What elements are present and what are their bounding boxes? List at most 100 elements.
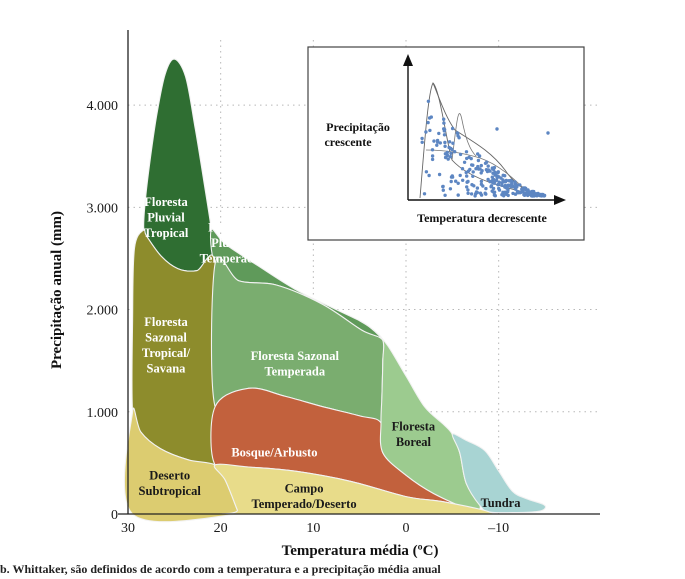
inset-point bbox=[466, 191, 470, 195]
inset-point bbox=[479, 193, 484, 197]
inset-point bbox=[458, 173, 462, 178]
inset-point bbox=[430, 157, 435, 162]
y-tick-label: 0 bbox=[111, 508, 118, 523]
inset-point bbox=[484, 186, 488, 191]
inset-point bbox=[492, 190, 497, 194]
inset-point bbox=[465, 185, 469, 189]
inset-point bbox=[454, 179, 458, 183]
inset-point bbox=[479, 179, 484, 184]
inset-point bbox=[437, 131, 441, 136]
axes bbox=[118, 30, 600, 515]
inset-point bbox=[448, 187, 453, 191]
inset-point bbox=[465, 174, 469, 178]
inset-point bbox=[443, 152, 448, 156]
inset-point bbox=[531, 189, 535, 194]
biome-labels: Floresta Pluvial Tropical Floresta Pluvial Te… bbox=[139, 195, 522, 511]
inset-point bbox=[511, 191, 515, 196]
inset-point bbox=[442, 127, 446, 131]
inset-point bbox=[464, 170, 468, 175]
inset-point bbox=[442, 117, 446, 121]
inset-point bbox=[426, 99, 431, 104]
inset-point bbox=[500, 193, 504, 197]
y-axis-title: Precipitação anual (mm) bbox=[49, 211, 65, 369]
inset-point bbox=[430, 154, 435, 158]
inset-point bbox=[479, 171, 483, 175]
inset-point bbox=[420, 136, 424, 141]
inset-point bbox=[443, 193, 447, 197]
x-tick-label: 0 bbox=[403, 521, 410, 536]
inset-point bbox=[486, 164, 490, 168]
inset-point bbox=[462, 160, 467, 164]
biome-label-bosque-arbusto: Bosque/Arbusto bbox=[231, 446, 317, 460]
inset-point bbox=[422, 192, 427, 196]
axis-ticks: 0 1.000 2.000 3.000 4.000 30 20 10 0 –10 bbox=[87, 99, 510, 536]
inset-point bbox=[456, 131, 460, 136]
inset-point bbox=[503, 180, 508, 184]
inset-point bbox=[496, 182, 501, 186]
inset-point bbox=[448, 155, 453, 159]
inset-point bbox=[518, 190, 522, 195]
inset-point bbox=[513, 180, 517, 184]
inset-point bbox=[424, 130, 428, 134]
inset-point bbox=[534, 193, 539, 197]
inset-point bbox=[438, 141, 442, 145]
inset-point bbox=[511, 185, 515, 189]
inset-point bbox=[484, 168, 489, 172]
y-tick-label: 2.000 bbox=[87, 304, 119, 319]
inset-point bbox=[451, 141, 455, 145]
inset-point bbox=[446, 157, 450, 161]
y-tick-label: 3.000 bbox=[87, 201, 119, 216]
x-tick-label: –10 bbox=[487, 521, 509, 536]
inset-point bbox=[479, 163, 483, 168]
inset-point bbox=[424, 170, 429, 174]
inset-point bbox=[510, 182, 514, 186]
inset-point bbox=[496, 171, 500, 175]
inset-point bbox=[470, 183, 474, 187]
inset-point bbox=[492, 165, 497, 170]
inset-point bbox=[450, 147, 454, 152]
inset-plot: Precipitação crescente Temperatura decre… bbox=[307, 46, 585, 241]
inset-point bbox=[435, 138, 440, 143]
inset-point bbox=[490, 175, 494, 179]
inset-point bbox=[479, 182, 484, 186]
inset-point bbox=[526, 189, 531, 194]
inset-point bbox=[449, 179, 453, 184]
biome-label-campo-temperado-deserto: Campo Temperado/Deserto bbox=[252, 481, 357, 511]
biome-area-campo-temperado-deserto bbox=[213, 463, 498, 515]
inset-point bbox=[491, 180, 495, 185]
inset-point bbox=[460, 167, 465, 171]
inset-point bbox=[486, 177, 490, 182]
inset-ylabel-line2: crescente bbox=[324, 135, 372, 149]
inset-point bbox=[442, 121, 446, 125]
inset-point bbox=[489, 185, 493, 189]
inset-point bbox=[495, 176, 499, 180]
inset-point bbox=[488, 169, 492, 173]
inset-point bbox=[441, 184, 445, 189]
biome-regions bbox=[123, 58, 547, 523]
biome-label-deserto-subtropical: Deserto Subtropical bbox=[139, 469, 202, 499]
inset-point bbox=[483, 161, 488, 165]
inset-point bbox=[497, 188, 502, 192]
inset-point bbox=[471, 163, 475, 167]
inset-point bbox=[478, 167, 482, 171]
x-tick-label: 10 bbox=[306, 521, 320, 536]
inset-point bbox=[450, 174, 454, 178]
inset-point bbox=[493, 170, 497, 174]
inset-point bbox=[426, 120, 430, 125]
biome-label-floresta-pluvial-temperada: Floresta Pluvial Temperada bbox=[200, 221, 261, 266]
inset-point bbox=[523, 187, 527, 192]
inset-point bbox=[432, 139, 436, 143]
biome-label-floresta-sazonal-temperada: Floresta Sazonal Temperada bbox=[251, 349, 340, 379]
inset-point bbox=[443, 140, 447, 145]
y-tick-label: 4.000 bbox=[87, 99, 119, 114]
inset-point bbox=[518, 183, 522, 187]
inset-point bbox=[471, 170, 475, 174]
figure-caption: b. Whittaker, são definidos de acordo co… bbox=[0, 562, 441, 576]
inset-point bbox=[458, 152, 463, 157]
inset-x-arrow bbox=[554, 195, 566, 205]
inset-point bbox=[515, 185, 519, 189]
inset-point bbox=[456, 181, 460, 185]
inset-point bbox=[503, 190, 507, 194]
inset-point bbox=[500, 183, 504, 187]
